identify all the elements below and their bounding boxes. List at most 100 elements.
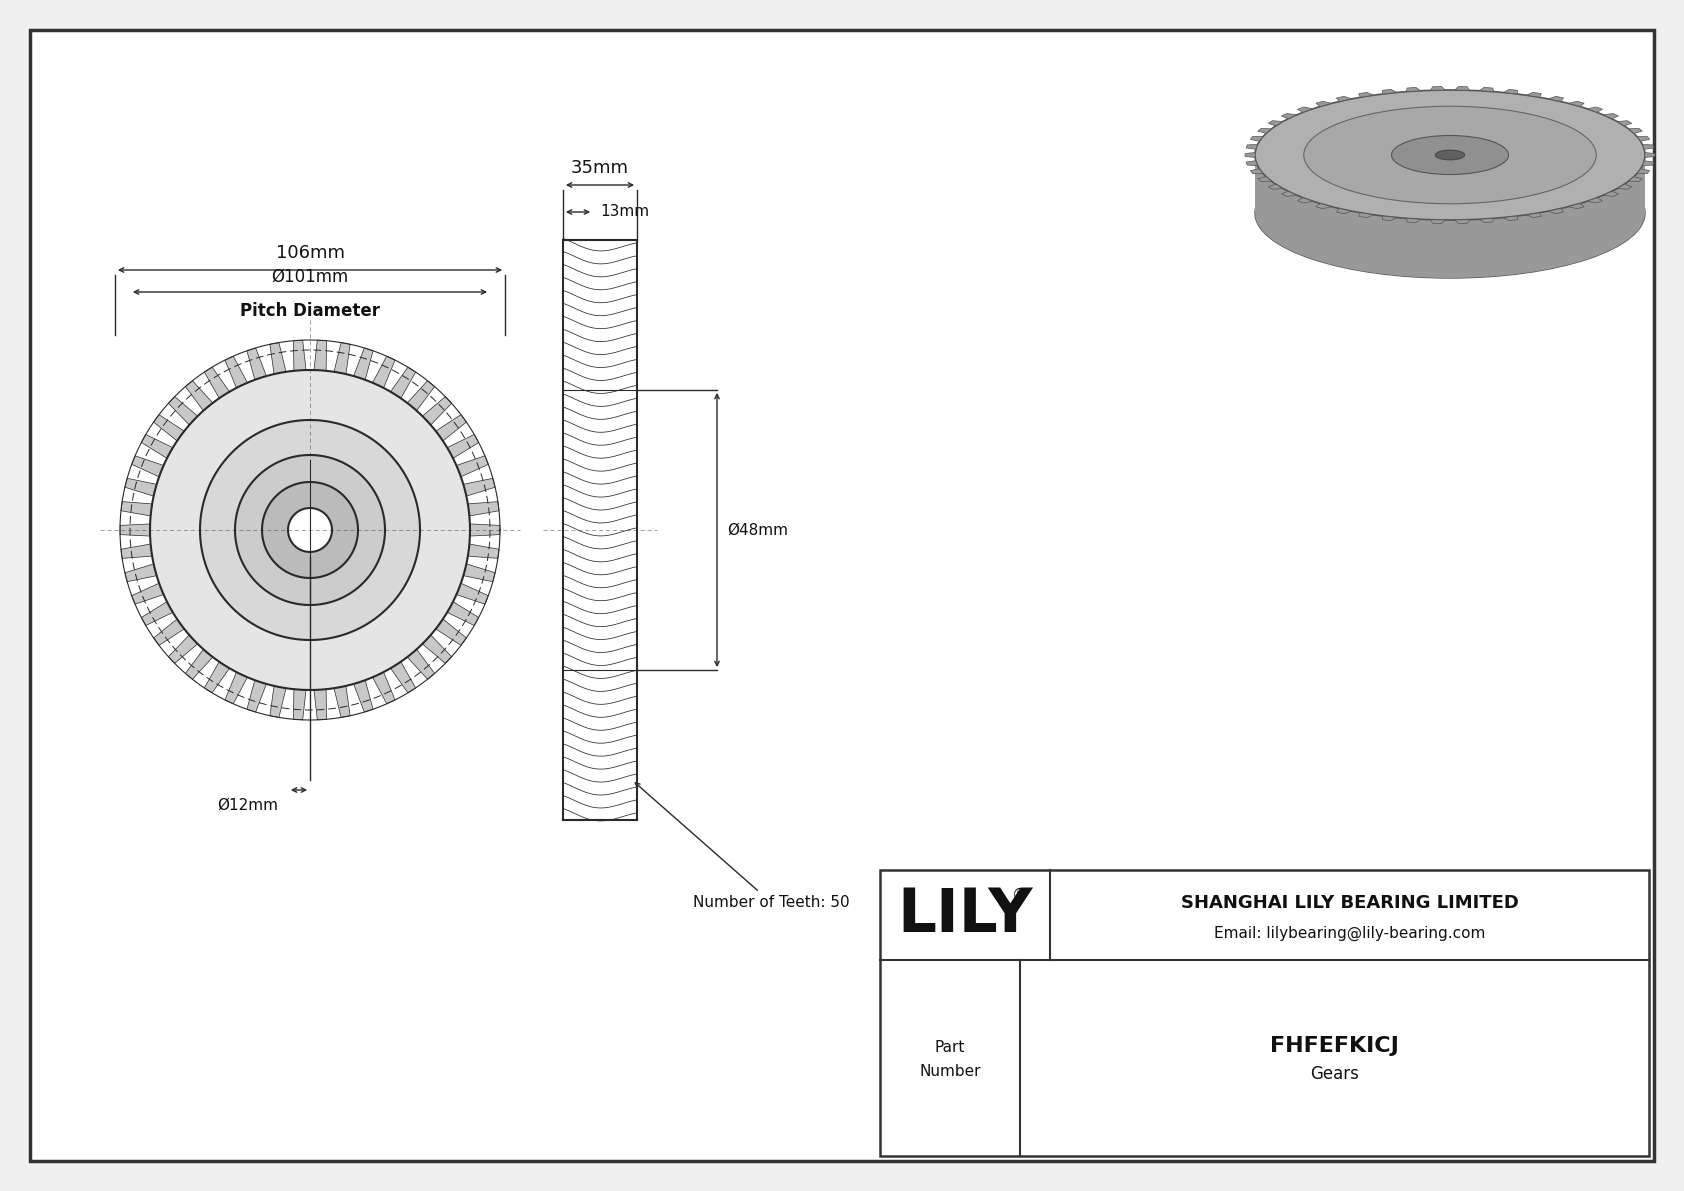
Polygon shape bbox=[1337, 96, 1352, 101]
Text: SHANGHAI LILY BEARING LIMITED: SHANGHAI LILY BEARING LIMITED bbox=[1180, 894, 1519, 912]
Polygon shape bbox=[1315, 101, 1332, 106]
Polygon shape bbox=[226, 672, 248, 704]
Text: 13mm: 13mm bbox=[600, 205, 648, 219]
Polygon shape bbox=[1586, 107, 1603, 112]
Polygon shape bbox=[372, 672, 396, 704]
Ellipse shape bbox=[1255, 91, 1645, 220]
Polygon shape bbox=[1250, 137, 1263, 142]
Polygon shape bbox=[313, 341, 327, 370]
Polygon shape bbox=[131, 584, 163, 604]
Polygon shape bbox=[121, 544, 152, 559]
Polygon shape bbox=[204, 367, 229, 398]
Polygon shape bbox=[423, 397, 451, 425]
Polygon shape bbox=[333, 343, 350, 374]
Polygon shape bbox=[354, 680, 374, 712]
Polygon shape bbox=[448, 601, 478, 625]
Polygon shape bbox=[1642, 144, 1654, 149]
Text: Email: lilybearing@lily-bearing.com: Email: lilybearing@lily-bearing.com bbox=[1214, 925, 1485, 941]
Polygon shape bbox=[1282, 113, 1297, 119]
Polygon shape bbox=[1246, 144, 1258, 149]
Polygon shape bbox=[1297, 198, 1314, 202]
Polygon shape bbox=[1586, 198, 1603, 202]
Polygon shape bbox=[263, 482, 359, 578]
Text: Number of Teeth: 50: Number of Teeth: 50 bbox=[635, 782, 850, 910]
Polygon shape bbox=[1617, 185, 1632, 189]
Text: Gears: Gears bbox=[1310, 1065, 1359, 1083]
Polygon shape bbox=[456, 584, 488, 604]
Polygon shape bbox=[1282, 192, 1297, 197]
Polygon shape bbox=[150, 370, 470, 690]
Polygon shape bbox=[463, 479, 495, 497]
Polygon shape bbox=[1258, 129, 1271, 133]
Polygon shape bbox=[1645, 152, 1655, 157]
Polygon shape bbox=[423, 635, 451, 663]
Polygon shape bbox=[1526, 93, 1541, 98]
Polygon shape bbox=[1568, 204, 1585, 208]
Polygon shape bbox=[1548, 96, 1564, 101]
Polygon shape bbox=[293, 341, 306, 370]
Polygon shape bbox=[1504, 216, 1517, 220]
Polygon shape bbox=[1255, 155, 1645, 278]
Polygon shape bbox=[1479, 218, 1494, 223]
Polygon shape bbox=[408, 381, 434, 411]
Polygon shape bbox=[185, 381, 212, 411]
Text: 106mm: 106mm bbox=[276, 244, 345, 262]
Polygon shape bbox=[354, 348, 374, 380]
Polygon shape bbox=[1637, 137, 1650, 142]
Polygon shape bbox=[153, 619, 184, 646]
Ellipse shape bbox=[1255, 148, 1645, 278]
Polygon shape bbox=[1479, 87, 1494, 92]
Polygon shape bbox=[248, 680, 266, 712]
Polygon shape bbox=[1430, 219, 1445, 224]
Text: Ø101mm: Ø101mm bbox=[271, 268, 349, 286]
Polygon shape bbox=[1268, 185, 1283, 189]
Text: ®: ® bbox=[1012, 888, 1027, 903]
Polygon shape bbox=[448, 435, 478, 459]
Polygon shape bbox=[391, 367, 416, 398]
Polygon shape bbox=[408, 649, 434, 679]
Polygon shape bbox=[226, 356, 248, 388]
Ellipse shape bbox=[1303, 106, 1596, 204]
Polygon shape bbox=[1455, 87, 1470, 91]
Polygon shape bbox=[456, 456, 488, 476]
Polygon shape bbox=[1383, 89, 1396, 94]
Text: Pitch Diameter: Pitch Diameter bbox=[241, 303, 381, 320]
Polygon shape bbox=[333, 686, 350, 717]
Polygon shape bbox=[168, 397, 197, 425]
Polygon shape bbox=[1526, 213, 1541, 218]
Polygon shape bbox=[436, 619, 466, 646]
Polygon shape bbox=[236, 455, 386, 605]
Polygon shape bbox=[141, 435, 173, 459]
Polygon shape bbox=[1455, 219, 1470, 224]
Polygon shape bbox=[200, 420, 419, 640]
Polygon shape bbox=[313, 690, 327, 719]
Bar bbox=[562, 241, 638, 819]
Circle shape bbox=[115, 335, 505, 725]
Polygon shape bbox=[185, 649, 212, 679]
Polygon shape bbox=[293, 690, 306, 719]
Polygon shape bbox=[470, 524, 500, 536]
Polygon shape bbox=[372, 356, 396, 388]
Polygon shape bbox=[1568, 101, 1585, 106]
Polygon shape bbox=[1383, 216, 1396, 220]
Ellipse shape bbox=[1391, 136, 1509, 175]
Polygon shape bbox=[1548, 208, 1564, 213]
Polygon shape bbox=[120, 524, 150, 536]
Polygon shape bbox=[1244, 152, 1255, 157]
Text: Part: Part bbox=[935, 1041, 965, 1055]
Polygon shape bbox=[1359, 213, 1374, 218]
Polygon shape bbox=[125, 479, 157, 497]
Polygon shape bbox=[125, 563, 157, 581]
Polygon shape bbox=[1628, 129, 1642, 133]
Text: Ø48mm: Ø48mm bbox=[727, 523, 788, 537]
Polygon shape bbox=[1637, 169, 1650, 174]
Polygon shape bbox=[248, 348, 266, 380]
Polygon shape bbox=[1603, 192, 1618, 197]
Polygon shape bbox=[1337, 208, 1352, 213]
Text: FHFEFKICJ: FHFEFKICJ bbox=[1270, 1036, 1399, 1056]
Polygon shape bbox=[463, 563, 495, 581]
Polygon shape bbox=[1504, 89, 1517, 94]
Polygon shape bbox=[1359, 93, 1374, 98]
Polygon shape bbox=[468, 544, 498, 559]
Polygon shape bbox=[436, 414, 466, 441]
